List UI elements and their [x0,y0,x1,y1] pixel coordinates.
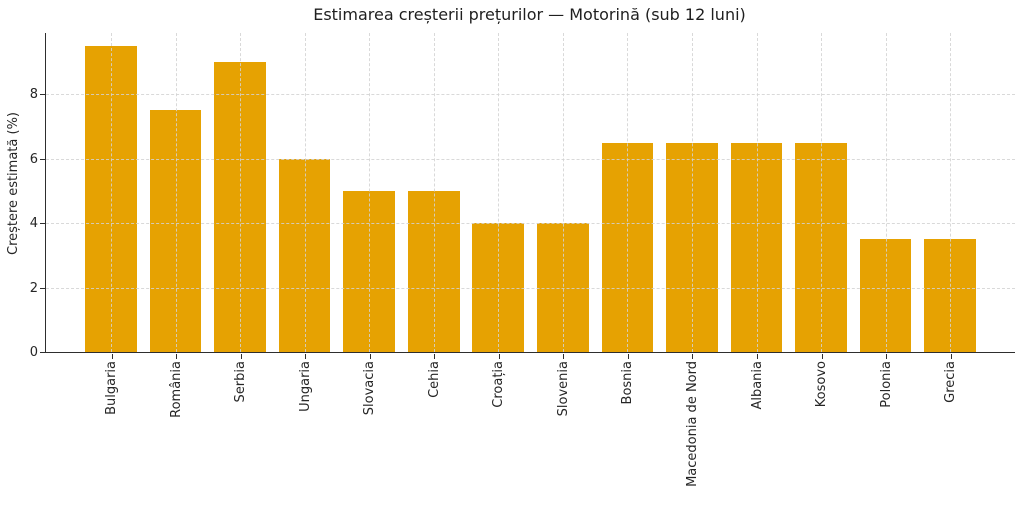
y-tick-label: 8 [29,87,38,103]
y-tick-label: 0 [29,345,38,360]
horizontal-gridline [46,223,1015,225]
x-tick-label: Bosnia [620,361,636,405]
x-tick-mark [498,354,500,359]
x-tick-label: Ungaria [297,361,313,412]
x-tick-mark [950,354,952,359]
x-tick-mark [176,354,178,359]
x-tick-mark [692,354,694,359]
plot-area [45,33,1015,353]
horizontal-gridline [46,287,1015,289]
x-tick-mark [111,354,113,359]
x-tick-mark [369,354,371,359]
x-tick-label: Cehia [426,361,442,398]
x-tick-label: România [168,361,184,418]
x-tick-label: Albania [749,361,765,410]
chart-title: Estimarea creșterii prețurilor — Motorin… [313,5,746,24]
vertical-gridline [627,33,629,352]
horizontal-gridline [46,158,1015,160]
x-tick-label: Bulgaria [104,361,119,415]
vertical-gridline [562,33,564,352]
y-axis-label: Creștere estimată (%) [6,112,21,255]
y-tick-mark [40,352,45,353]
vertical-gridline [498,33,500,352]
x-tick-label: Polonia [878,361,894,408]
x-tick-label: Kosovo [814,361,830,408]
bar-serbia [214,62,266,352]
horizontal-gridline [46,94,1015,96]
y-tick-mark [40,223,45,225]
x-tick-label: Grecia [943,361,959,403]
vertical-gridline [433,33,435,352]
x-tick-mark [434,354,436,359]
x-tick-mark [563,354,565,359]
vertical-gridline [821,33,823,352]
x-tick-mark [240,354,242,359]
vertical-gridline [691,33,693,352]
y-tick-mark [40,287,45,289]
bar-cehia [407,190,460,352]
vertical-gridline [950,33,952,352]
bar-polonia [859,239,912,352]
y-tick-label: 2 [29,280,38,296]
y-tick-mark [40,158,45,160]
x-tick-label: Macedonia de Nord [684,361,700,487]
vertical-gridline [240,33,242,352]
x-tick-mark [757,354,758,359]
y-tick-label: 6 [29,151,38,167]
vertical-gridline [885,33,887,352]
x-tick-label: Croația [491,361,507,408]
bar-kosovo [795,142,847,352]
x-tick-mark [886,354,888,359]
vertical-gridline [369,33,371,352]
x-tick-mark [305,354,307,359]
x-tick-mark [821,354,823,359]
y-tick-mark [40,94,45,96]
x-tick-label: Serbia [233,361,249,403]
y-tick-label: 4 [29,216,38,232]
bar-bulgaria [85,45,137,352]
x-tick-mark [627,354,629,359]
bar-albania [730,142,783,352]
bar-românia [149,110,202,352]
x-tick-label: Slovacia [362,361,378,416]
x-tick-label: Slovenia [555,361,571,417]
vertical-gridline [175,33,177,352]
vertical-gridline [111,33,112,352]
vertical-gridline [756,33,758,352]
vertical-gridline [304,33,306,352]
